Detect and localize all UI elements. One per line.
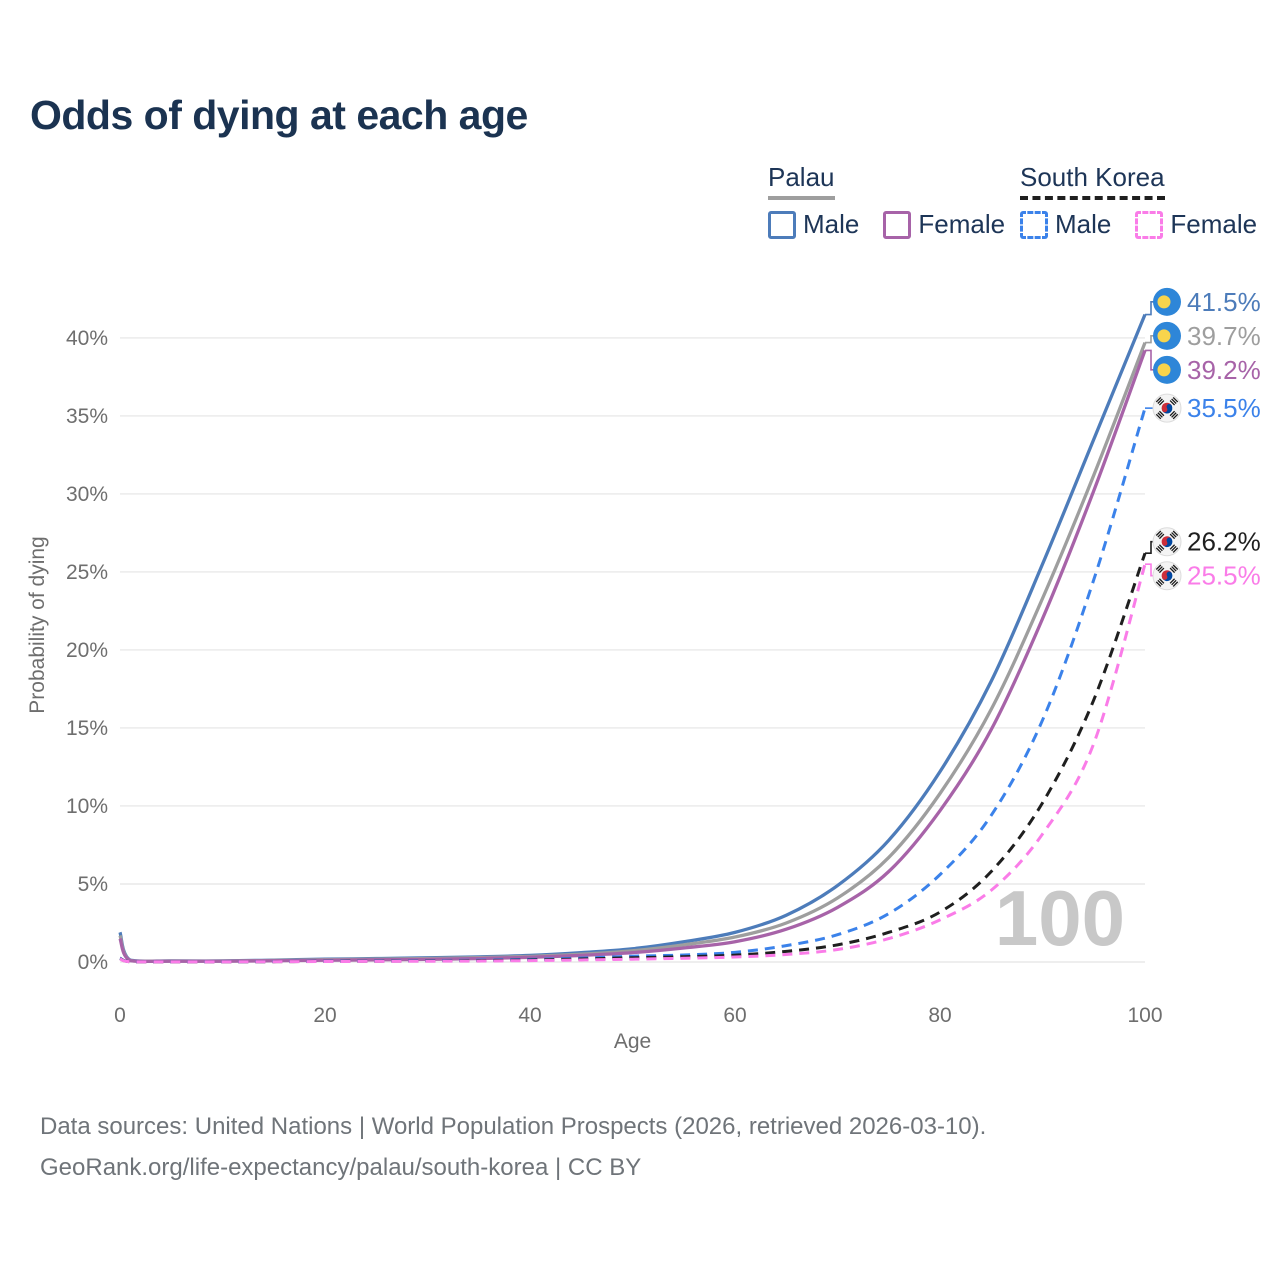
- legend-swatch-palau-male[interactable]: [768, 210, 796, 239]
- x-tick-label: 40: [518, 1004, 541, 1027]
- legend-swatch-palau-female[interactable]: [883, 210, 912, 239]
- palau-flag-icon: [1153, 321, 1181, 350]
- page-title: Odds of dying at each age: [30, 92, 528, 138]
- south-korea-flag-icon: [1152, 561, 1182, 591]
- y-tick-label: 0%: [78, 951, 108, 974]
- footer-attribution: GeoRank.org/life-expectancy/palau/south-…: [40, 1154, 642, 1181]
- series-line-south-korea: [119, 552, 1147, 964]
- legend-item-korea-female[interactable]: Female: [1170, 209, 1258, 239]
- end-value-label-south-korea-female: 25.5%: [1187, 561, 1261, 591]
- footer-sources: Data sources: United Nations | World Pop…: [40, 1113, 987, 1140]
- y-tick-label: 20%: [66, 639, 108, 662]
- legend-country-palau-label: Palau: [768, 162, 835, 192]
- y-tick-label: 15%: [66, 717, 108, 740]
- series-line-palau: [118, 342, 1147, 963]
- legend-key-south-korea-line: [1020, 196, 1165, 200]
- end-value-label-palau: 39.7%: [1187, 321, 1261, 351]
- south-korea-flag-icon: [1152, 393, 1182, 423]
- x-tick-label: 0: [114, 1004, 126, 1027]
- x-tick-label: 60: [723, 1004, 746, 1027]
- legend-item-palau-female[interactable]: Female: [918, 209, 1006, 239]
- y-tick-label: 30%: [66, 483, 108, 506]
- end-value-label-south-korea-male: 35.5%: [1187, 393, 1261, 423]
- legend-item-palau-male[interactable]: Male: [803, 209, 860, 239]
- palau-flag-icon: [1153, 287, 1181, 316]
- south-korea-flag-icon: [1152, 527, 1182, 557]
- x-tick-label: 80: [928, 1004, 951, 1027]
- end-value-label-palau-female: 39.2%: [1187, 355, 1261, 385]
- y-tick-label: 10%: [66, 795, 108, 818]
- legend-key-palau-line: [768, 196, 835, 200]
- footer: Data sources: United Nations | World Pop…: [40, 1106, 986, 1188]
- legend-swatch-korea-male[interactable]: [1020, 210, 1048, 239]
- x-tick-label: 20: [313, 1004, 336, 1027]
- y-tick-label: 40%: [66, 327, 108, 350]
- y-tick-label: 5%: [78, 873, 108, 896]
- y-tick-label: 35%: [66, 405, 108, 428]
- x-axis-title: Age: [614, 1030, 651, 1053]
- end-value-label-south-korea: 26.2%: [1187, 527, 1261, 557]
- y-axis-title: Probability of dying: [26, 536, 49, 713]
- legend-country-palau: Palau: [768, 162, 835, 200]
- legend-group-south-korea: South Korea Male Female: [1020, 162, 1280, 240]
- legend-group-palau: Palau Male Female: [768, 162, 1029, 240]
- legend-swatch-korea-female[interactable]: [1135, 210, 1164, 239]
- series-line-south-korea-male: [119, 407, 1147, 964]
- series-line-palau-male: [118, 313, 1147, 963]
- legend-country-south-korea: South Korea: [1020, 162, 1165, 200]
- age-watermark: 100: [995, 874, 1125, 962]
- palau-flag-icon: [1153, 355, 1181, 384]
- legend-country-south-korea-label: South Korea: [1020, 162, 1165, 192]
- end-value-label-palau-male: 41.5%: [1187, 287, 1261, 317]
- legend-item-korea-male[interactable]: Male: [1055, 209, 1112, 239]
- x-tick-label: 100: [1127, 1004, 1162, 1027]
- y-tick-label: 25%: [66, 561, 108, 584]
- series-line-south-korea-female: [119, 563, 1147, 964]
